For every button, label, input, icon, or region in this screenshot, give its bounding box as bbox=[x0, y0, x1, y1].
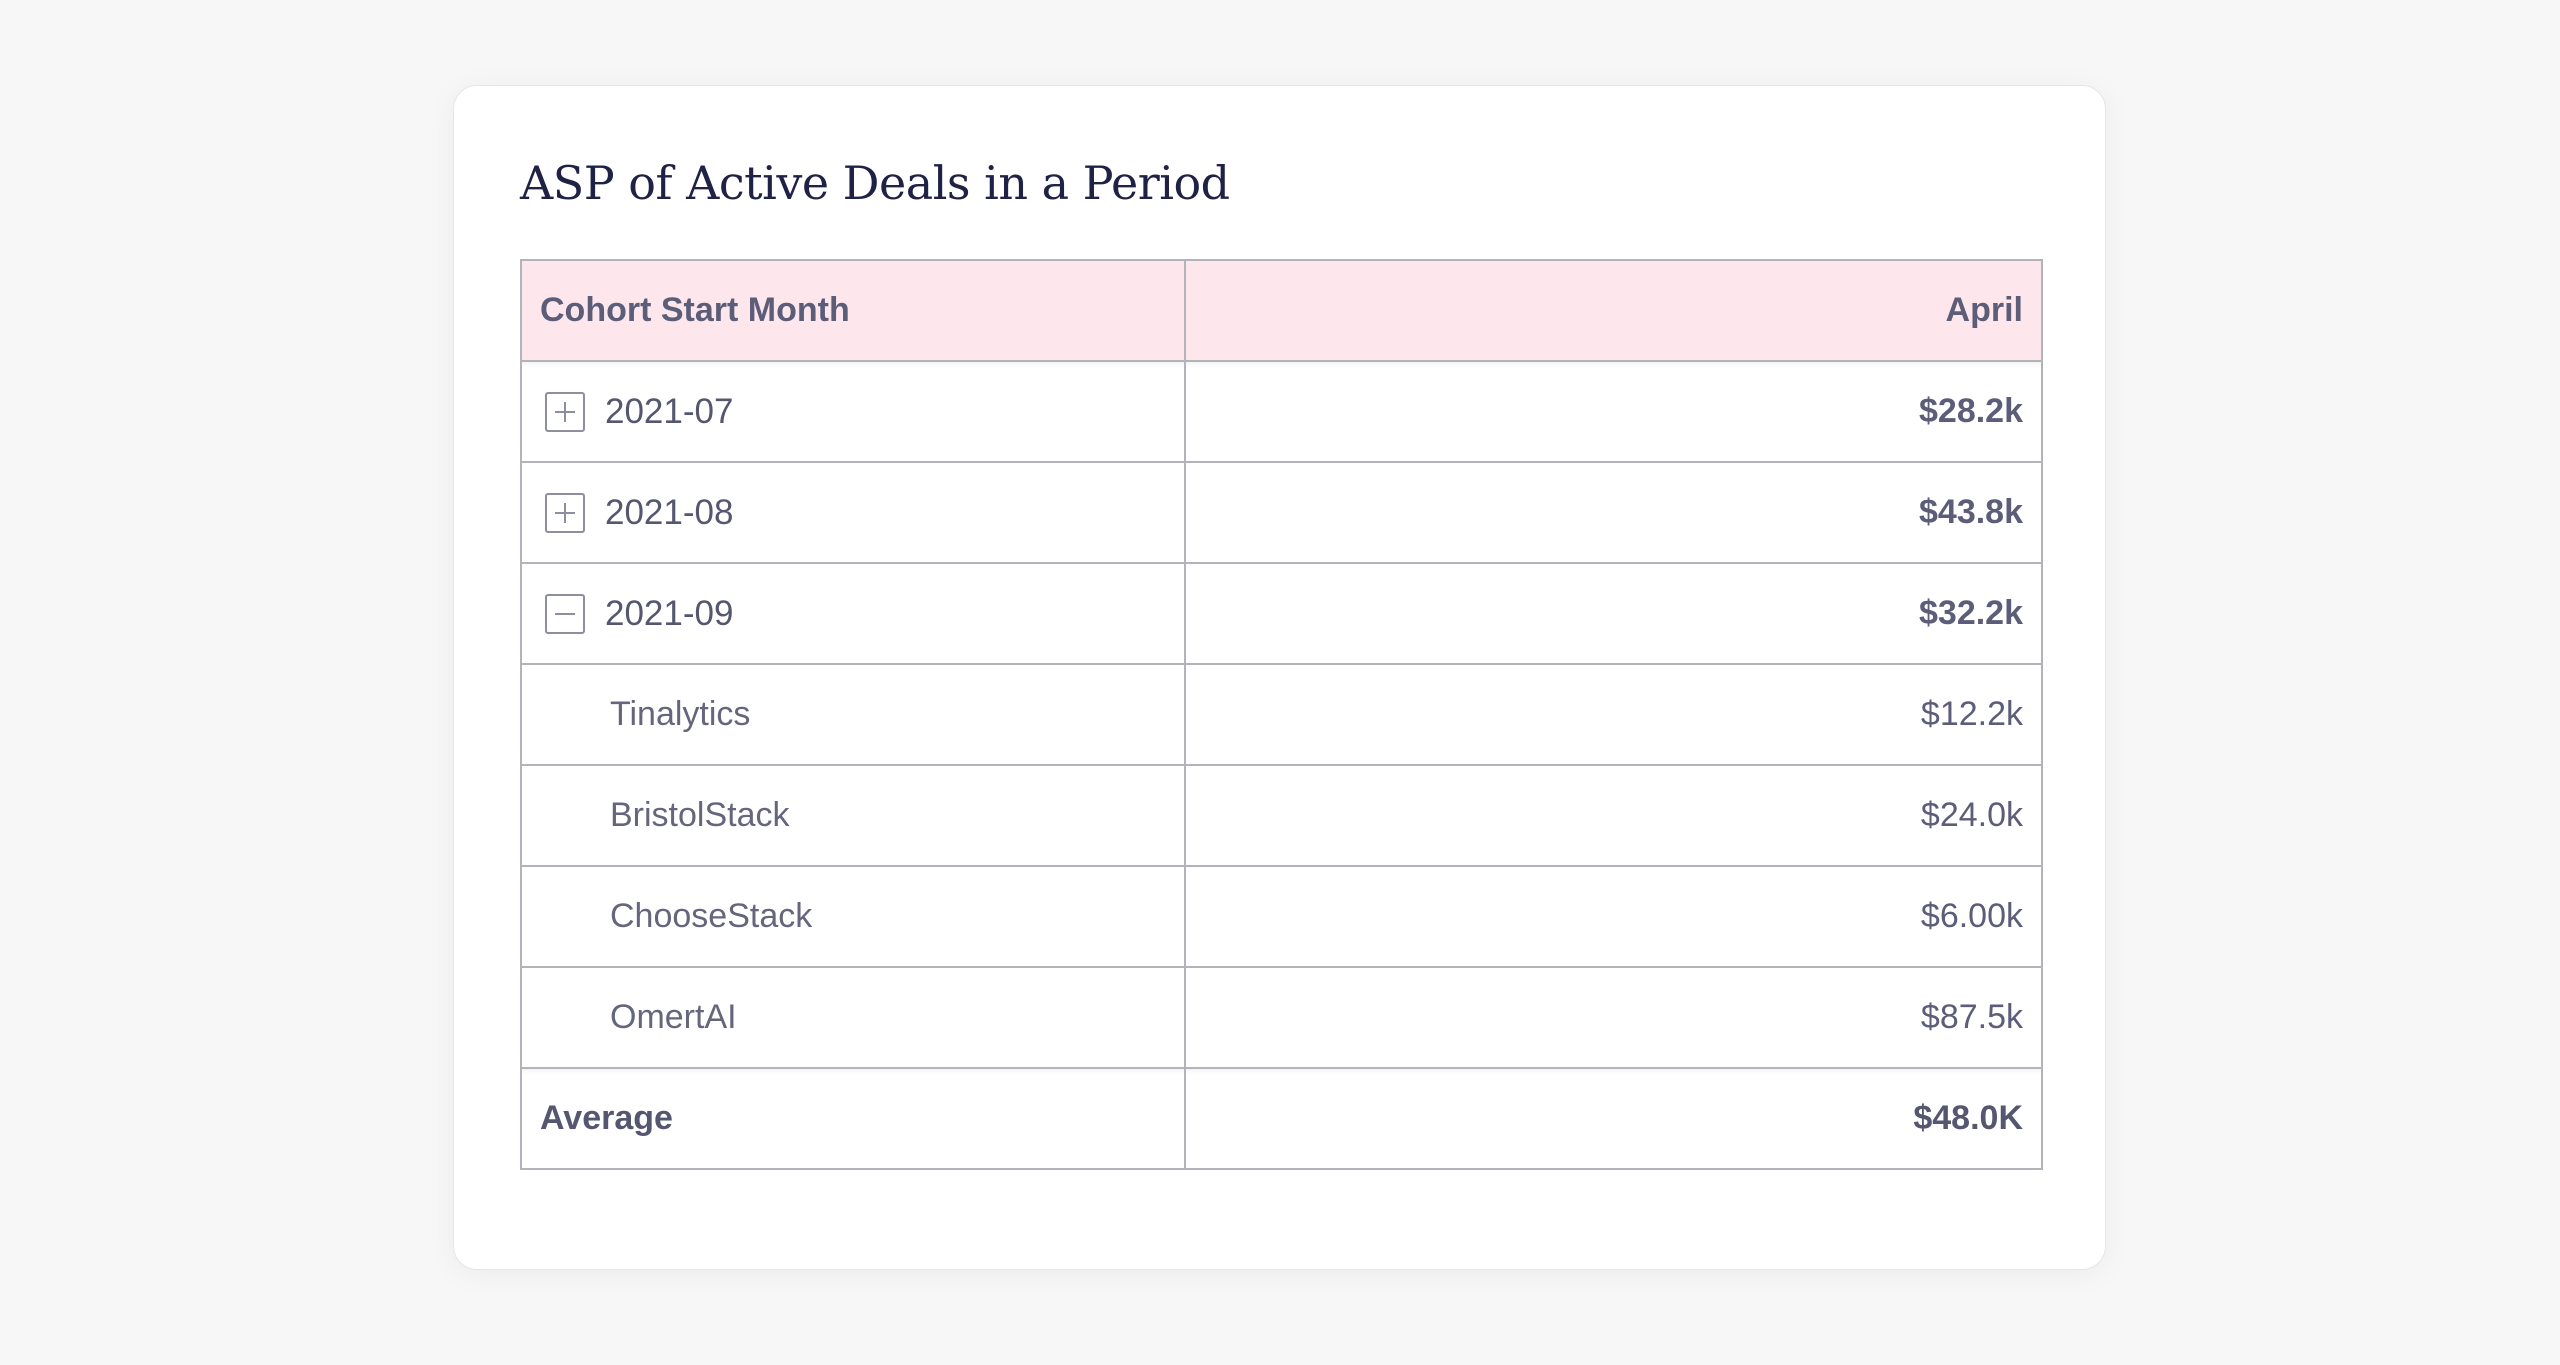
value-cell: $28.2k bbox=[1184, 360, 2043, 463]
column-header-cohort-start-month[interactable]: Cohort Start Month bbox=[520, 259, 1186, 362]
company-label: ChooseStack bbox=[610, 897, 813, 935]
table-row: 2021-09 $32.2k bbox=[520, 562, 2043, 665]
value-cell: $24.0k bbox=[1184, 764, 2043, 867]
cohort-label: 2021-07 bbox=[605, 392, 734, 431]
minus-icon[interactable] bbox=[545, 594, 585, 634]
table-row: 2021-07 $28.2k bbox=[520, 360, 2043, 463]
company-cell: Tinalytics bbox=[520, 663, 1186, 766]
company-cell: BristolStack bbox=[520, 764, 1186, 867]
column-header-april[interactable]: April bbox=[1184, 259, 2043, 362]
plus-icon[interactable] bbox=[545, 493, 585, 533]
table-row: ChooseStack $6.00k bbox=[520, 865, 2043, 968]
cohort-label: 2021-09 bbox=[605, 594, 734, 633]
company-cell: ChooseStack bbox=[520, 865, 1186, 968]
company-label: BristolStack bbox=[610, 796, 790, 834]
average-value: $48.0K bbox=[1184, 1067, 2043, 1170]
company-label: Tinalytics bbox=[610, 695, 751, 733]
company-label: OmertAI bbox=[610, 998, 737, 1036]
average-label: Average bbox=[520, 1067, 1186, 1170]
value-cell: $12.2k bbox=[1184, 663, 2043, 766]
plus-icon[interactable] bbox=[545, 392, 585, 432]
value-cell: $6.00k bbox=[1184, 865, 2043, 968]
cohort-cell: 2021-08 bbox=[520, 461, 1186, 564]
report-card: ASP of Active Deals in a Period Cohort S… bbox=[453, 85, 2106, 1270]
table-row: OmertAI $87.5k bbox=[520, 966, 2043, 1069]
cohort-cell: 2021-07 bbox=[520, 360, 1186, 463]
company-cell: OmertAI bbox=[520, 966, 1186, 1069]
table-row: BristolStack $24.0k bbox=[520, 764, 2043, 867]
report-title: ASP of Active Deals in a Period bbox=[520, 156, 1230, 210]
value-cell: $32.2k bbox=[1184, 562, 2043, 665]
average-row: Average $48.0K bbox=[520, 1067, 2043, 1170]
value-cell: $87.5k bbox=[1184, 966, 2043, 1069]
table-header-row: Cohort Start Month April bbox=[520, 259, 2043, 362]
value-cell: $43.8k bbox=[1184, 461, 2043, 564]
cohort-label: 2021-08 bbox=[605, 493, 734, 532]
cohort-table: Cohort Start Month April 2021-07 $28.2k … bbox=[520, 259, 2043, 1170]
table-row: 2021-08 $43.8k bbox=[520, 461, 2043, 564]
cohort-cell: 2021-09 bbox=[520, 562, 1186, 665]
table-row: Tinalytics $12.2k bbox=[520, 663, 2043, 766]
